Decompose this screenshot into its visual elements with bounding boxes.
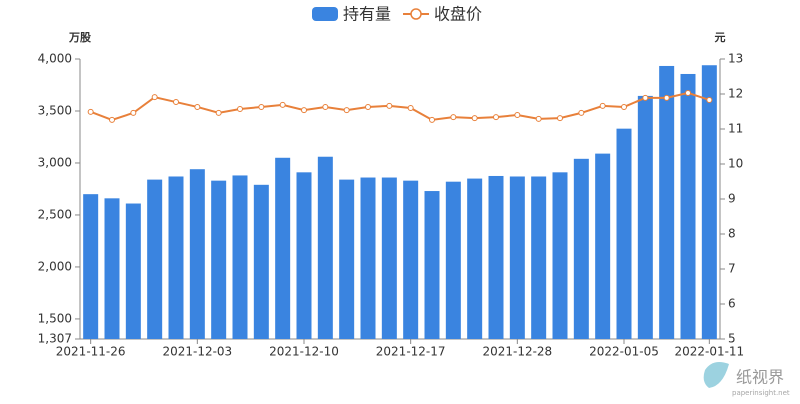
y2-tick-label: 12 [728, 87, 743, 101]
watermark-icon [703, 362, 729, 388]
line-point [642, 94, 649, 101]
bar [360, 177, 376, 339]
bar [147, 179, 163, 339]
line-point [322, 103, 329, 110]
x-tick-label: 2021-12-03 [162, 345, 232, 359]
bar [253, 184, 269, 339]
line-point [365, 103, 371, 110]
line-point [621, 103, 627, 110]
line-point [535, 115, 542, 122]
bar [381, 177, 397, 339]
watermark-name: 纸视界 [736, 368, 784, 387]
y-tick-label: 1,307 [38, 332, 72, 346]
bar [531, 176, 547, 339]
y-tick-label: 2,000 [38, 259, 72, 273]
line-point [87, 108, 94, 115]
y2-tick-label: 5 [728, 332, 736, 346]
watermark: 纸视界 paperinsight.net [703, 362, 790, 397]
line-point [194, 103, 201, 110]
y2-tick-label: 8 [728, 227, 736, 241]
bar [552, 172, 568, 339]
bar [488, 175, 504, 339]
line-point [663, 94, 670, 101]
y-tick-label: 4,000 [38, 52, 72, 66]
bar [424, 191, 440, 339]
line-point [258, 103, 265, 110]
bar [232, 175, 248, 339]
bar [339, 179, 355, 339]
line-point [578, 109, 585, 116]
y2-tick-label: 7 [728, 262, 736, 276]
y-axis-label: 万股 [68, 31, 92, 44]
line-point [301, 107, 307, 114]
bar [189, 169, 205, 339]
bar [595, 153, 611, 339]
line [90, 91, 710, 121]
bar [509, 176, 525, 339]
y2-tick-label: 11 [728, 122, 743, 136]
legend-swatch [410, 8, 422, 20]
y2-tick-label: 10 [728, 157, 743, 171]
line-point [429, 116, 435, 123]
line-point [130, 109, 137, 116]
line-point [279, 101, 286, 108]
y-tick-label: 3,500 [38, 103, 72, 117]
y-tick-label: 3,000 [38, 155, 72, 169]
x-tick-label: 2021-12-10 [269, 345, 339, 359]
y2-tick-label: 9 [728, 192, 736, 206]
x-tick-label: 2021-12-28 [482, 345, 552, 359]
bar [680, 73, 696, 339]
bar [296, 172, 312, 339]
legend-swatch [312, 7, 338, 21]
bar [317, 156, 333, 339]
y2-axis-label: 元 [715, 31, 726, 44]
line-point [215, 109, 222, 116]
line-point [109, 116, 115, 123]
watermark-site: paperinsight.net [732, 389, 790, 397]
line-point [173, 99, 179, 106]
bar [83, 194, 99, 339]
y2-tick-label: 13 [728, 52, 743, 66]
bar [211, 180, 227, 339]
line-point [599, 102, 606, 109]
x-tick-label: 2022-01-05 [589, 345, 659, 359]
legend-label: 收盘价 [434, 5, 482, 24]
bar [573, 158, 589, 339]
y2-tick-label: 6 [728, 297, 736, 311]
bar [104, 198, 120, 339]
line-point [557, 115, 563, 122]
bar [445, 181, 461, 339]
bar [168, 176, 184, 339]
bar [637, 95, 653, 339]
y-tick-label: 2,500 [38, 207, 72, 221]
line-point [343, 107, 350, 114]
bar [659, 65, 675, 339]
bar [467, 178, 483, 339]
bar [403, 180, 419, 339]
line-point [237, 106, 243, 113]
bar [616, 128, 632, 339]
x-tick-label: 2021-11-26 [56, 345, 126, 359]
line-point [450, 114, 457, 121]
x-tick-label: 2021-12-17 [376, 345, 446, 359]
line-point [471, 115, 478, 122]
x-tick-label: 2022-01-11 [674, 345, 744, 359]
line-point [685, 89, 691, 96]
legend-label: 持有量 [343, 5, 391, 24]
line-point [706, 96, 713, 103]
line-point [493, 114, 499, 121]
line-point [386, 102, 393, 109]
line-point [151, 94, 158, 101]
y-tick-label: 1,500 [38, 311, 72, 325]
line-point [407, 105, 414, 111]
bar [125, 203, 141, 339]
bar [701, 65, 717, 339]
bar [275, 157, 291, 339]
line-point [514, 112, 521, 118]
